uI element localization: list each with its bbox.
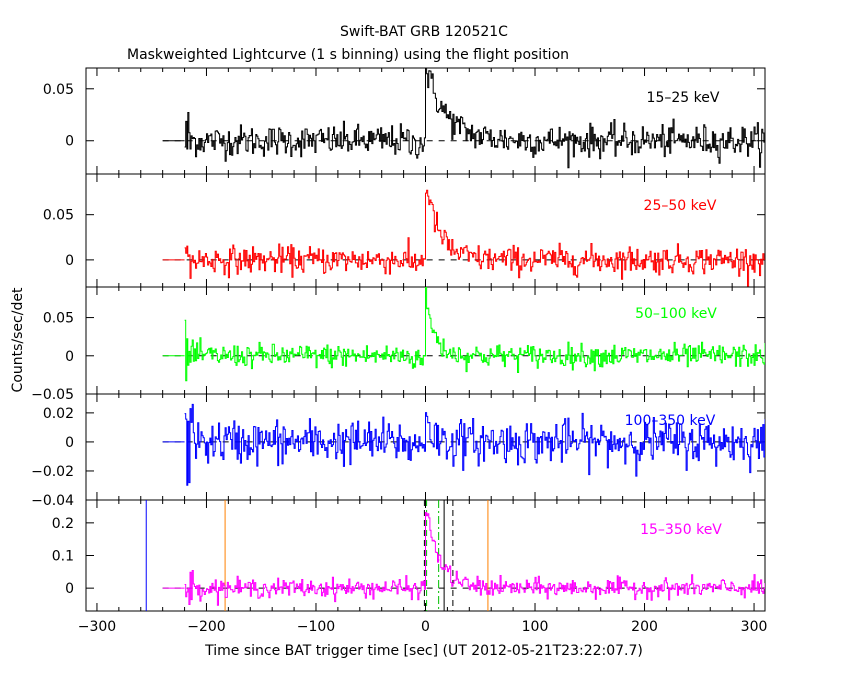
x-tick-label: −100 <box>297 619 335 635</box>
chart-title: Swift-BAT GRB 120521C <box>340 24 508 40</box>
y-tick-label: 0.02 <box>43 406 74 422</box>
y-tick-label: 0.1 <box>52 549 74 565</box>
lightcurve-trace <box>184 403 765 486</box>
band-label: 50–100 keV <box>635 306 717 322</box>
lightcurve-trace <box>184 68 765 169</box>
panel-5: 0 0.1 0.2 15–350 keV <box>52 499 766 612</box>
y-tick-label: 0 <box>65 134 74 150</box>
y-tick-label: −0.04 <box>31 493 74 509</box>
x-tick-label: 0 <box>421 619 430 635</box>
y-tick-label: 0 <box>65 581 74 597</box>
panel-4: −0.04 −0.02 0 0.02 100–350 keV <box>31 393 766 509</box>
panels: 0 0.05 15–25 keV 0 0.05 25–50 keV −0.05 0 0.05 50… <box>31 67 768 635</box>
y-tick-label: 0 <box>65 253 74 269</box>
x-tick-label: −200 <box>187 619 225 635</box>
y-tick-label: 0 <box>65 349 74 365</box>
band-label: 25–50 keV <box>644 198 717 214</box>
y-tick-label: 0.05 <box>43 82 74 98</box>
y-tick-label: −0.05 <box>31 387 74 403</box>
lightcurve-trace <box>184 512 765 606</box>
y-tick-label: 0.2 <box>52 516 74 532</box>
band-label: 15–350 keV <box>640 522 722 538</box>
y-tick-label: −0.02 <box>31 464 74 480</box>
y-axis-label: Counts/sec/det <box>10 287 26 392</box>
lightcurve-trace <box>184 287 765 382</box>
y-tick-label: 0.05 <box>43 208 74 224</box>
y-tick-label: 0 <box>65 435 74 451</box>
panel-3: −0.05 0 0.05 50–100 keV <box>31 286 766 403</box>
chart-subtitle: Maskweighted Lightcurve (1 s binning) us… <box>127 47 569 63</box>
panel-1: 0 0.05 15–25 keV <box>43 67 766 175</box>
band-label: 100–350 keV <box>625 413 716 429</box>
band-label: 15–25 keV <box>647 90 720 106</box>
y-tick-label: 0.05 <box>43 311 74 327</box>
x-tick-label: −300 <box>78 619 116 635</box>
x-tick-label: 100 <box>522 619 549 635</box>
x-axis-label: Time since BAT trigger time [sec] (UT 20… <box>204 643 643 659</box>
lightcurve-trace <box>184 189 765 287</box>
x-tick-label: 300 <box>741 619 768 635</box>
panel-2: 0 0.05 25–50 keV <box>43 173 766 288</box>
x-tick-label: 200 <box>631 619 658 635</box>
